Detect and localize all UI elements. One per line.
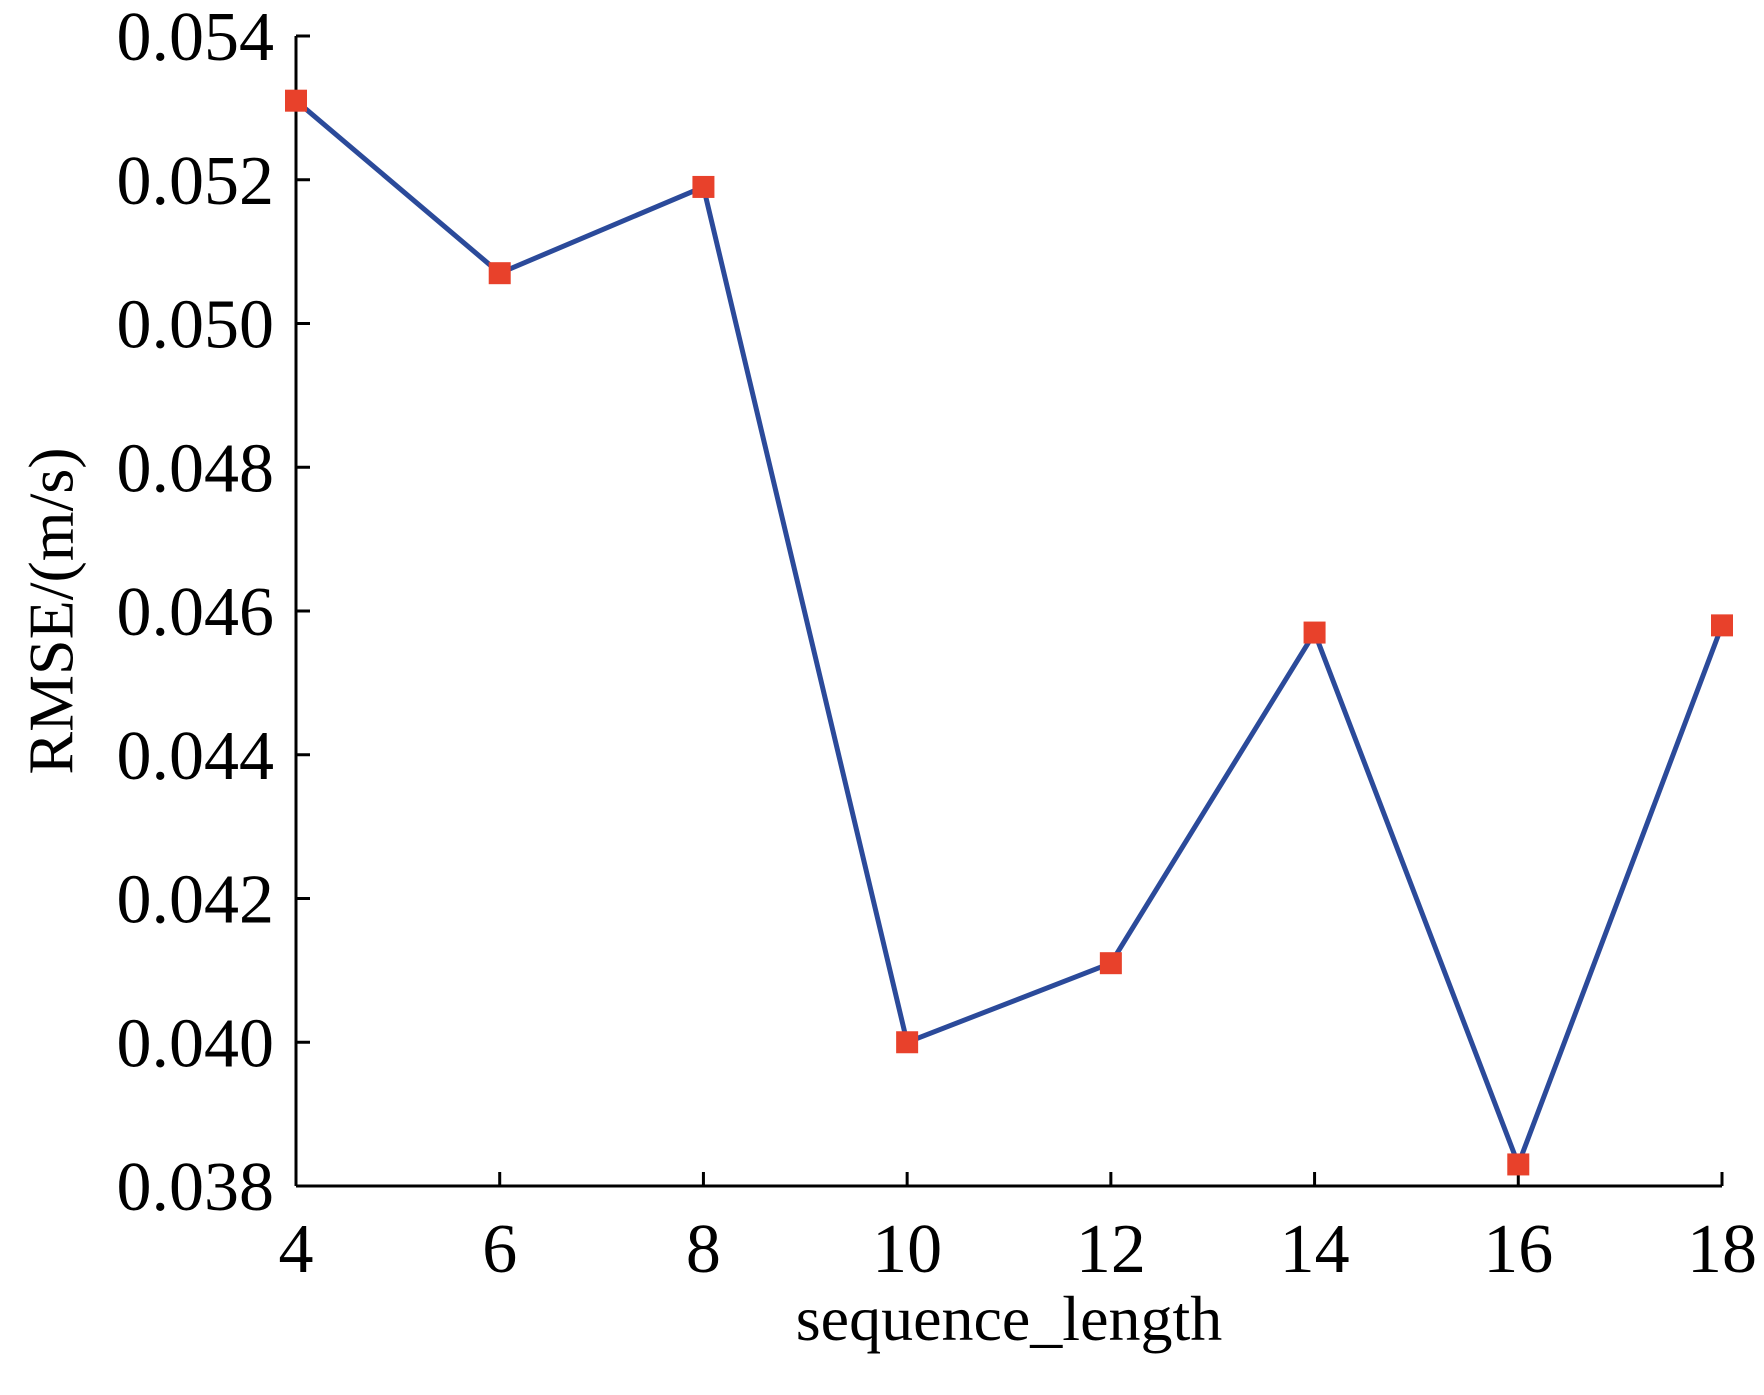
y-axis-title: RMSE/(m/s) [16, 447, 87, 774]
x-tick-label: 10 [872, 1211, 942, 1288]
series-lines [294, 98, 1725, 1167]
y-tick-label: 0.054 [117, 0, 275, 76]
y-axis-ticks: 0.038 0.040 0.042 0.044 0.046 0.048 0.050 0.052… [117, 0, 310, 1226]
x-tick-label: 6 [482, 1211, 517, 1288]
data-point-marker [1303, 621, 1326, 644]
x-tick-label: 12 [1076, 1211, 1146, 1288]
y-tick-label: 0.048 [117, 430, 275, 507]
x-tick-label: 4 [279, 1211, 314, 1288]
x-axis-ticks: 4 6 8 10 12 14 16 18 [279, 1172, 1757, 1288]
y-tick-label: 0.042 [117, 862, 275, 939]
data-point-marker [1507, 1153, 1530, 1176]
x-tick-label: 8 [686, 1211, 721, 1288]
y-tick-label: 0.038 [117, 1149, 275, 1226]
y-tick-label: 0.052 [117, 143, 275, 220]
x-axis-title: sequence_length [796, 1283, 1223, 1354]
data-point-marker [1711, 614, 1733, 637]
x-tick-label: 16 [1483, 1211, 1553, 1288]
y-tick-label: 0.046 [117, 574, 275, 651]
y-tick-label: 0.050 [117, 287, 275, 364]
data-point-marker [1099, 952, 1122, 975]
series-line [294, 98, 1725, 1167]
data-point-marker [896, 1031, 919, 1054]
chart-axes [294, 36, 1722, 1188]
y-tick-label: 0.040 [117, 1005, 275, 1082]
x-tick-label: 14 [1280, 1211, 1350, 1288]
data-point-marker [488, 262, 511, 285]
data-point-marker [285, 89, 307, 112]
x-tick-label: 18 [1687, 1211, 1757, 1288]
y-tick-label: 0.044 [117, 718, 275, 795]
data-point-marker [692, 175, 715, 198]
series-markers [285, 89, 1733, 1176]
